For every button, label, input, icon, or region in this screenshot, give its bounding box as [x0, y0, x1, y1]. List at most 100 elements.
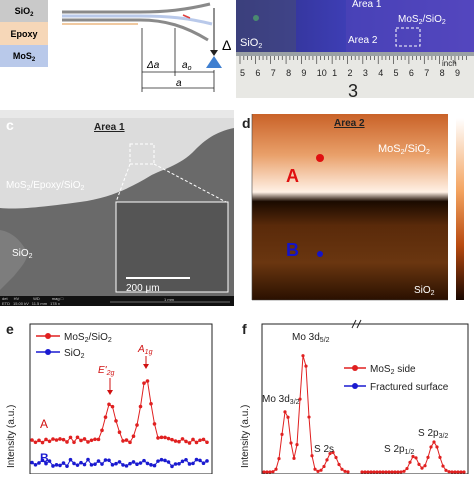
panel-e-axes	[29, 323, 213, 475]
panel-f-legend: MoS2 side Fractured surface	[344, 364, 449, 393]
epoxy-region	[0, 110, 234, 209]
series-b-point	[79, 460, 83, 465]
colorbar	[456, 118, 464, 300]
series-b-point	[177, 461, 181, 466]
series-a-point	[75, 435, 80, 440]
series-f-point	[304, 364, 308, 368]
panel-a-schematic: SiO2 Epoxy MoS2 Δ Δa ao a	[0, 0, 231, 92]
legend-e-item-1: MoS2/SiO2	[64, 332, 112, 344]
series-b-point	[201, 461, 206, 466]
panel-f: f Intensity (a.u.) MoS2 side Fractured s…	[238, 318, 474, 475]
series-b-point	[180, 459, 185, 464]
series-b-point	[117, 460, 122, 464]
series-f-point	[292, 456, 296, 460]
legend-f-item-1: MoS2 side	[370, 364, 416, 376]
series-a-point	[198, 438, 202, 443]
series-a-point	[65, 440, 69, 444]
legend-mos2-label: MoS2	[13, 51, 36, 63]
series-b-point	[114, 461, 118, 466]
series-a-point	[68, 435, 73, 440]
series-f-point	[396, 470, 400, 474]
panel-e-plot: e Intensity (a.u.) MoS2/SiO2 SiO2 E'2g A…	[6, 321, 213, 475]
series-b-point	[205, 459, 209, 463]
series-f-point	[441, 464, 445, 468]
sem-footer	[0, 296, 234, 306]
series-a-point	[205, 440, 209, 445]
series-b-point	[82, 462, 87, 467]
series-a-point	[100, 428, 104, 433]
ruler-number: 7	[424, 68, 429, 78]
peak-e2g-label: E'2g	[98, 365, 114, 377]
panel-e-letter: e	[6, 321, 14, 337]
delta-symbol: Δ	[222, 37, 231, 53]
series-f-point	[316, 469, 320, 473]
ruler-big-digit: 3	[348, 81, 358, 98]
series-a-point	[124, 438, 129, 442]
peak-s2p12-label: S 2p1/2	[384, 444, 414, 456]
ruler-number: 10	[317, 68, 327, 78]
panel-c-letter: c	[6, 117, 14, 133]
peak-a1g-label: A1g	[137, 344, 153, 356]
panel-d-label-bottom: SiO2	[414, 285, 435, 297]
a-label: a	[176, 78, 182, 89]
series-a-point	[194, 440, 199, 445]
series-f-point	[319, 468, 323, 472]
series-a-point	[128, 440, 132, 445]
series-a-point	[159, 435, 164, 440]
trace-a-label: A	[40, 417, 48, 431]
series-b-point	[65, 464, 69, 468]
series-f-point	[372, 470, 376, 474]
series-b-point	[128, 461, 132, 466]
series-b-point	[194, 457, 199, 462]
series-f-point	[462, 470, 466, 474]
area2-box	[395, 27, 421, 47]
series-f-point	[346, 470, 350, 474]
panel-e-legend: MoS2/SiO2 SiO2	[36, 332, 112, 360]
series-b-point	[135, 462, 139, 467]
series-b-point	[159, 457, 164, 462]
ruler-number: 1	[332, 68, 337, 78]
series-f-point	[310, 454, 314, 458]
panel-e: e Intensity (a.u.) MoS2/SiO2 SiO2 E'2g A…	[0, 318, 236, 475]
series-a-point	[156, 436, 160, 440]
series-a-point	[142, 381, 146, 385]
series-b-point	[163, 458, 167, 463]
panel-d-label-top: MoS2/SiO2	[378, 143, 430, 156]
series-b-point	[61, 461, 66, 465]
series-a-point	[170, 437, 174, 442]
series-b-point	[47, 459, 52, 463]
series-a-point	[93, 437, 97, 442]
series-b-point	[72, 461, 76, 466]
series-b-point	[124, 464, 129, 468]
legend-f-item-2: Fractured surface	[370, 382, 449, 393]
series-b-point	[173, 462, 178, 466]
series-b-point	[37, 461, 41, 465]
series-f-point	[426, 455, 430, 459]
legend-mos2-swatch	[0, 45, 48, 67]
delta-a-label: Δa	[146, 60, 160, 71]
series-b-point	[33, 462, 38, 467]
series-b-point	[166, 460, 171, 464]
series-f-point	[390, 470, 394, 474]
series-f-point	[295, 443, 299, 447]
series-a-point	[103, 415, 108, 419]
series-f-point	[417, 462, 421, 466]
series-b-point	[54, 463, 59, 467]
series-b-point	[30, 460, 34, 465]
peak-s2s-label: S 2s	[314, 444, 334, 455]
point-b-label: B	[286, 240, 299, 260]
series-f-point	[408, 460, 412, 464]
legend-epoxy-swatch	[0, 22, 48, 45]
series-b-point	[103, 458, 108, 462]
series-a-point	[61, 437, 66, 442]
series-f-point	[456, 470, 460, 474]
series-f-point	[378, 470, 382, 474]
area1-label: Area 1	[352, 0, 382, 10]
series-b-point	[40, 458, 45, 463]
series-f-point	[340, 467, 344, 471]
series-f-point	[444, 468, 448, 472]
series-f-point	[411, 454, 415, 459]
series-b-point	[89, 463, 94, 467]
series-f-point	[298, 397, 302, 401]
panel-b-photo: Area 1 Area 2 MoS2/SiO2 SiO2 5 6 7 8 9 10 1 2 3 4…	[236, 0, 474, 101]
